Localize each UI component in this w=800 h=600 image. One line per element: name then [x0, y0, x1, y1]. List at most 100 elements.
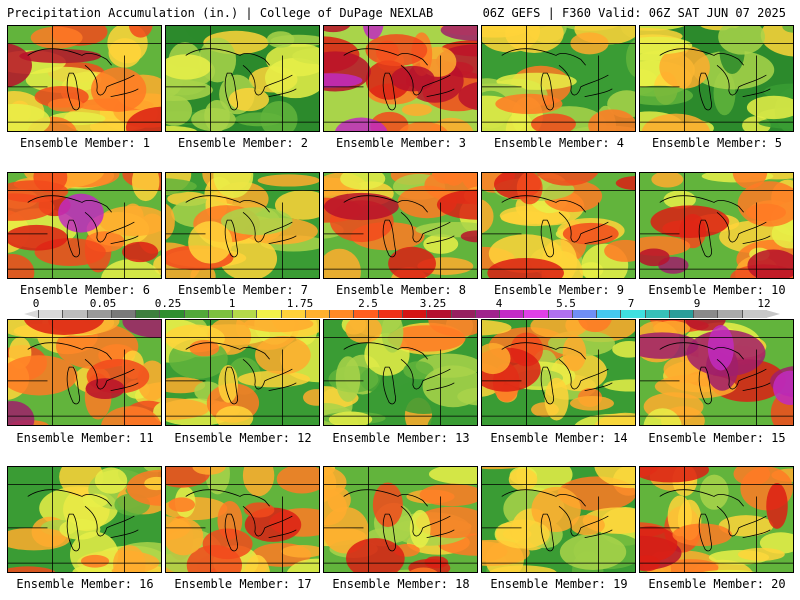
- precip-field: [324, 173, 477, 278]
- precip-field: [640, 26, 793, 131]
- precip-field: [640, 173, 793, 278]
- colorbar-swatch: [474, 310, 501, 318]
- colorbar-swatch: [547, 310, 573, 318]
- run-info: 06Z GEFS | F360 Valid: 06Z SAT JUN 07 20…: [482, 6, 786, 20]
- ensemble-member-map: [639, 466, 794, 573]
- precip-field: [8, 173, 161, 278]
- colorbar-tick-label: 0.05: [89, 297, 117, 310]
- ensemble-member-label: Ensemble Member: 19: [490, 577, 628, 591]
- colorbar-swatch: [159, 310, 185, 318]
- map-outlines: [8, 26, 161, 131]
- ensemble-member-label: Ensemble Member: 16: [16, 577, 154, 591]
- ensemble-member-label: Ensemble Member: 11: [16, 431, 154, 445]
- ensemble-member-label: Ensemble Member: 1: [19, 136, 151, 150]
- colorbar-tick-label: 2.5: [358, 297, 378, 310]
- ensemble-member-label: Ensemble Member: 6: [19, 283, 151, 297]
- colorbar-swatch: [207, 310, 234, 318]
- colorbar-swatch: [402, 310, 428, 318]
- colorbar-swatch: [62, 310, 88, 318]
- ensemble-member-map: [165, 172, 320, 279]
- colorbar-tick-label: 7: [627, 297, 635, 310]
- map-outlines: [8, 467, 161, 572]
- precip-field: [640, 467, 793, 572]
- ensemble-member-map: [7, 172, 162, 279]
- colorbar-swatch: [596, 310, 622, 318]
- colorbar-swatch: [741, 310, 767, 318]
- colorbar-swatch: [644, 310, 670, 318]
- colorbar-arrow-right: [766, 310, 780, 318]
- colorbar-swatch: [717, 310, 743, 318]
- precip-field: [166, 467, 319, 572]
- ensemble-member-label: Ensemble Member: 14: [490, 431, 628, 445]
- precip-field: [8, 467, 161, 572]
- ensemble-member-map: [165, 319, 320, 426]
- map-outlines: [8, 320, 161, 425]
- colorbar-swatch: [304, 310, 331, 318]
- map-outlines: [324, 320, 477, 425]
- ensemble-member-map: [323, 466, 478, 573]
- precip-field: [8, 26, 161, 131]
- precip-field: [324, 467, 477, 572]
- ensemble-member-map: [7, 25, 162, 132]
- ensemble-member-map: [323, 172, 478, 279]
- colorbar-swatch: [693, 310, 719, 318]
- ensemble-member-label: Ensemble Member: 10: [648, 283, 786, 297]
- precip-field: [166, 26, 319, 131]
- colorbar-swatches: [38, 310, 767, 318]
- ensemble-member-map: [7, 466, 162, 573]
- ensemble-member-map: [165, 25, 320, 132]
- colorbar-swatch: [280, 310, 306, 318]
- map-outlines: [324, 467, 477, 572]
- colorbar-tick-label: 5.5: [556, 297, 576, 310]
- precip-field: [482, 173, 635, 278]
- ensemble-member-map: [481, 172, 636, 279]
- map-outlines: [166, 26, 319, 131]
- ensemble-member-map: [639, 25, 794, 132]
- map-outlines: [482, 467, 635, 572]
- precip-field: [482, 26, 635, 131]
- map-outlines: [324, 26, 477, 131]
- precip-field: [8, 320, 161, 425]
- map-outlines: [482, 320, 635, 425]
- colorbar-swatch: [38, 310, 64, 318]
- ensemble-member-map: [323, 25, 478, 132]
- map-title: Precipitation Accumulation (in.) | Colle…: [7, 6, 434, 20]
- map-outlines: [482, 173, 635, 278]
- colorbar-swatch: [450, 310, 476, 318]
- map-outlines: [640, 173, 793, 278]
- ensemble-member-label: Ensemble Member: 8: [335, 283, 467, 297]
- colorbar-tick-label: 3.25: [419, 297, 447, 310]
- colorbar-tick-label: 1: [228, 297, 236, 310]
- ensemble-member-label: Ensemble Member: 9: [493, 283, 625, 297]
- ensemble-member-label: Ensemble Member: 20: [648, 577, 786, 591]
- ensemble-member-label: Ensemble Member: 4: [493, 136, 625, 150]
- ensemble-member-map: [639, 172, 794, 279]
- colorbar-tick-label: 12: [757, 297, 771, 310]
- colorbar-swatch: [499, 310, 525, 318]
- ensemble-member-label: Ensemble Member: 5: [651, 136, 783, 150]
- colorbar-swatch: [620, 310, 646, 318]
- ensemble-member-map: [323, 319, 478, 426]
- ensemble-member-map: [165, 466, 320, 573]
- map-outlines: [166, 320, 319, 425]
- colorbar-swatch: [668, 310, 695, 318]
- map-outlines: [640, 467, 793, 572]
- map-outlines: [640, 26, 793, 131]
- colorbar-swatch: [329, 310, 355, 318]
- map-outlines: [166, 173, 319, 278]
- precip-field: [482, 320, 635, 425]
- ensemble-member-map: [481, 25, 636, 132]
- map-outlines: [640, 320, 793, 425]
- colorbar-swatch: [353, 310, 379, 318]
- colorbar-swatch: [523, 310, 549, 318]
- colorbar-swatch: [426, 310, 452, 318]
- colorbar-swatch: [256, 310, 282, 318]
- ensemble-member-label: Ensemble Member: 7: [177, 283, 309, 297]
- ensemble-member-map: [7, 319, 162, 426]
- colorbar-tick-label: 0.25: [154, 297, 182, 310]
- colorbar-swatch: [86, 310, 112, 318]
- colorbar-arrow-left: [24, 310, 38, 318]
- ensemble-member-label: Ensemble Member: 13: [332, 431, 470, 445]
- map-outlines: [166, 467, 319, 572]
- precip-field: [324, 26, 477, 131]
